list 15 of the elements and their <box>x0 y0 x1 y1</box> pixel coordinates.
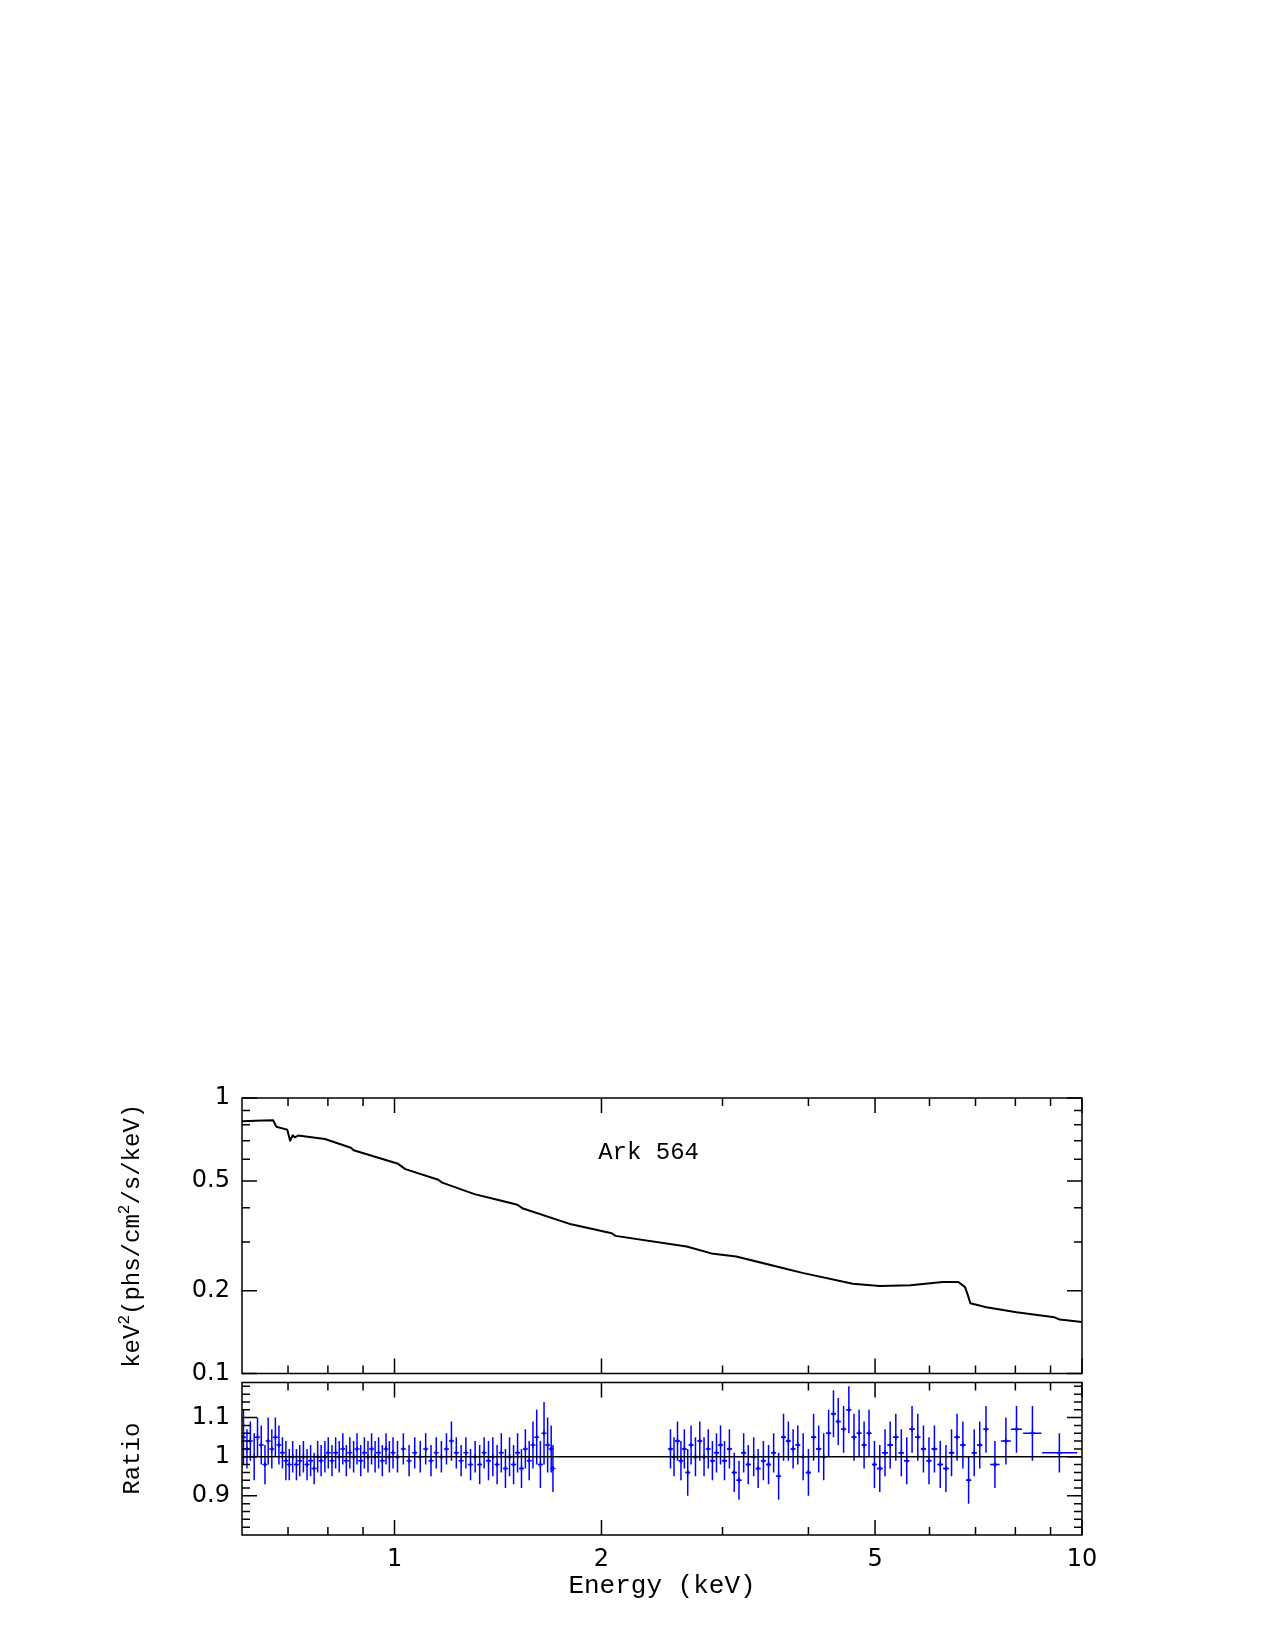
x-tick-label: 5 <box>867 1543 883 1572</box>
x-tick-label: 10 <box>1066 1543 1098 1572</box>
x-axis-title: Energy (keV) <box>568 1570 756 1601</box>
y-tick-label: 1 <box>214 1082 230 1111</box>
y-tick-label: 0.2 <box>191 1274 230 1303</box>
y-axis-title: Ratio <box>119 1422 147 1495</box>
y-tick-label: 0.9 <box>191 1480 230 1509</box>
y-axis-title: keV2(phs/cm2/s/keV) <box>115 1103 147 1368</box>
y-tick-label: 0.5 <box>191 1165 230 1194</box>
y-tick-label: 1 <box>214 1440 230 1469</box>
y-tick-label: 1.1 <box>191 1401 230 1430</box>
y-tick-label: 0.1 <box>191 1357 230 1386</box>
x-tick-label: 2 <box>593 1543 610 1572</box>
annotation: Ark 564 <box>598 1139 699 1167</box>
x-tick-label: 1 <box>386 1543 403 1572</box>
